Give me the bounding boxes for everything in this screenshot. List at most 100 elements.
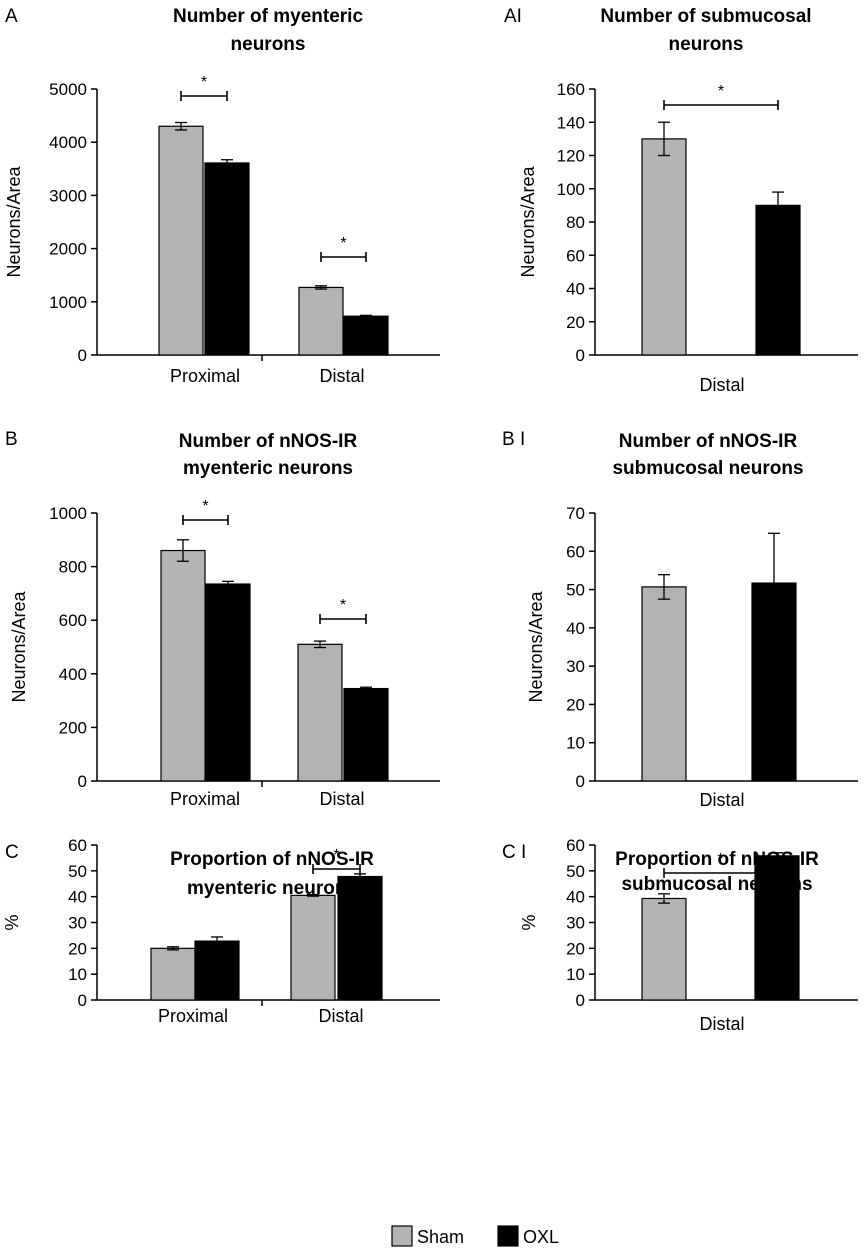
y-tick-label: 600 (59, 611, 87, 630)
significance-star: * (202, 498, 208, 515)
chart-title-line: submucosal neurons (612, 458, 803, 479)
chart-title-line: Number of myenteric (173, 6, 363, 27)
chart-title-line: neurons (231, 34, 306, 55)
x-category-label: Distal (699, 1014, 744, 1034)
y-tick-label: 10 (566, 734, 585, 753)
bar-oxl-proximal (204, 162, 250, 356)
bar-sham-proximal (158, 125, 204, 356)
y-tick-label: 100 (557, 180, 585, 199)
panel-label: A (5, 6, 18, 27)
y-tick-label: 0 (78, 772, 87, 791)
panel-label: AI (504, 6, 522, 27)
y-tick-label: 0 (78, 991, 87, 1010)
y-tick-label: 5000 (49, 80, 87, 99)
y-tick-label: 10 (68, 965, 87, 984)
x-category-label: Proximal (170, 366, 240, 386)
y-tick-label: 70 (566, 504, 585, 523)
y-tick-label: 1000 (49, 293, 87, 312)
y-tick-label: 80 (566, 213, 585, 232)
y-tick-label: 40 (566, 280, 585, 299)
x-category-label: Distal (319, 366, 364, 386)
y-tick-label: 60 (68, 836, 87, 855)
y-tick-label: 50 (566, 862, 585, 881)
y-tick-label: 50 (68, 862, 87, 881)
y-tick-label: 60 (566, 246, 585, 265)
y-tick-label: 0 (576, 346, 585, 365)
panel-label: B I (502, 429, 525, 450)
y-axis-label: Neurons/Area (518, 165, 538, 277)
y-axis-label: Neurons/Area (526, 590, 546, 702)
significance-star: * (201, 74, 207, 91)
y-tick-label: 140 (557, 113, 585, 132)
panel-b: B Number of nNOS-IR myenteric neurons Neuro… (5, 429, 440, 809)
y-tick-label: 40 (68, 888, 87, 907)
y-axis-label: Neurons/Area (4, 165, 24, 277)
y-tick-label: 3000 (49, 186, 87, 205)
significance-star: * (717, 851, 723, 868)
chart-title-line: myenteric neurons (183, 458, 353, 479)
y-tick-label: 0 (576, 991, 585, 1010)
bar-sham-distal (641, 138, 687, 356)
panel-c: C Proportion of nNOS-IR myenteric neurons%… (2, 836, 440, 1026)
y-tick-label: 20 (68, 939, 87, 958)
x-category-label: Proximal (170, 789, 240, 809)
bar-oxl-distal (754, 855, 800, 1001)
chart-title-line: Number of nNOS-IR (619, 431, 798, 452)
legend-label: Sham (417, 1227, 464, 1247)
y-tick-label: 2000 (49, 240, 87, 259)
bar-sham-distal (290, 894, 336, 1001)
y-tick-label: 20 (566, 939, 585, 958)
y-tick-label: 120 (557, 147, 585, 166)
significance-star: * (340, 235, 346, 252)
y-tick-label: 0 (576, 772, 585, 791)
y-tick-label: 60 (566, 836, 585, 855)
x-category-label: Distal (699, 375, 744, 395)
chart-title-line: Number of submucosal (600, 6, 811, 27)
y-axis-label: % (2, 914, 22, 930)
panel-a1: AI Number of submucosal neurons Neurons/Are… (504, 6, 858, 395)
bar-sham-proximal (160, 549, 206, 782)
legend-swatch-sham (391, 1225, 413, 1247)
panel-b1: B I Number of nNOS-IR submucosal neurons Ne… (502, 429, 858, 810)
y-tick-label: 4000 (49, 133, 87, 152)
bar-sham-distal (641, 897, 687, 1001)
y-tick-label: 30 (566, 914, 585, 933)
bar-oxl-distal (343, 315, 389, 356)
significance-star: * (340, 597, 346, 614)
bar-sham-distal (297, 643, 343, 782)
y-axis-label: Neurons/Area (9, 590, 29, 702)
y-tick-label: 50 (566, 581, 585, 600)
y-tick-label: 0 (78, 346, 87, 365)
bar-oxl-distal (343, 687, 389, 782)
panel-label: C I (502, 842, 526, 863)
y-tick-label: 60 (566, 542, 585, 561)
significance-star: * (718, 83, 724, 100)
chart-title-line: Proportion of nNOS-IR (170, 849, 374, 870)
panel-a: A Number of myenteric neurons Neurons/Area 0… (4, 6, 440, 386)
bar-sham-proximal (150, 947, 196, 1001)
chart-title-line: Number of nNOS-IR (179, 431, 358, 452)
y-tick-label: 40 (566, 619, 585, 638)
x-category-label: Proximal (158, 1006, 228, 1026)
legend-label: OXL (523, 1227, 559, 1247)
y-tick-label: 20 (566, 313, 585, 332)
y-tick-label: 40 (566, 888, 585, 907)
x-category-label: Distal (318, 1006, 363, 1026)
chart-title-line: myenteric neurons (187, 878, 357, 899)
bar-oxl-proximal (205, 583, 251, 782)
y-tick-label: 20 (566, 695, 585, 714)
legend: Sham OXL (391, 1225, 559, 1247)
chart-title-line: neurons (669, 34, 744, 55)
y-tick-label: 800 (59, 558, 87, 577)
bar-sham-distal (298, 286, 344, 356)
bar-oxl-proximal (194, 940, 240, 1001)
panel-label: C (5, 842, 19, 863)
bar-sham-distal (641, 586, 687, 782)
y-tick-label: 30 (68, 914, 87, 933)
y-tick-label: 200 (59, 718, 87, 737)
x-category-label: Distal (319, 789, 364, 809)
y-axis-label: % (519, 914, 539, 930)
y-tick-label: 10 (566, 965, 585, 984)
